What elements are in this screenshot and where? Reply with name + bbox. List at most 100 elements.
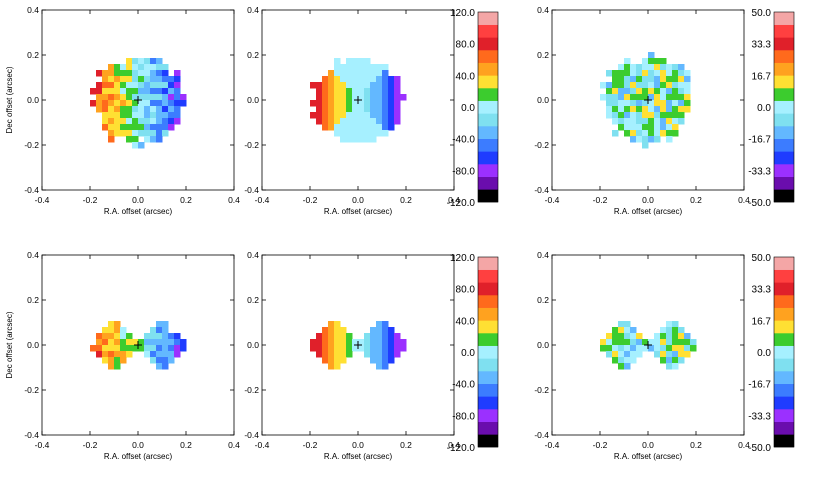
field-cell	[108, 70, 115, 77]
field-cell	[174, 345, 181, 352]
field-cell	[114, 333, 121, 340]
field-cell	[678, 351, 685, 358]
field-cell	[162, 363, 169, 370]
field-cell	[606, 345, 613, 352]
field-cell	[126, 112, 133, 119]
colorbar-tick-label: -50.0	[748, 443, 771, 454]
field-cell	[328, 76, 335, 83]
field-cell	[678, 82, 685, 89]
colorbar-tick-label: 50.0	[752, 8, 772, 19]
field-cell	[120, 94, 127, 101]
colorbar-swatch	[478, 307, 498, 321]
field-cell	[394, 94, 401, 101]
field-cell	[340, 64, 347, 71]
field-cell	[90, 100, 97, 107]
field-cell	[654, 345, 661, 352]
field-cell	[138, 345, 145, 352]
field-cell	[636, 351, 643, 358]
field-cell	[612, 357, 619, 364]
field-cell	[666, 118, 673, 125]
field-cell	[346, 136, 353, 143]
field-cell	[636, 130, 643, 137]
panel-1-1: -0.4 -0.2 0.0 0.2 0.4 -0.4 -0.2 0.0 0.2 0.4 R.A. o…	[5, 5, 240, 216]
field-cell	[624, 70, 631, 77]
field-cell	[660, 100, 667, 107]
field-cell	[606, 333, 613, 340]
field-cell	[370, 76, 377, 83]
field-cell	[624, 357, 631, 364]
field-cell	[642, 70, 649, 77]
field-cell	[672, 88, 679, 95]
field-cell	[340, 130, 347, 137]
field-cell	[156, 82, 163, 89]
field-cell	[358, 100, 365, 107]
field-cell	[352, 76, 359, 83]
field-cell	[624, 351, 631, 358]
field-cell	[666, 130, 673, 137]
x-axis-label: R.A. offset (arcsec)	[614, 452, 683, 461]
field-cell	[168, 94, 175, 101]
field-cell	[156, 327, 163, 334]
colorbar-tick-label: -120.0	[447, 198, 476, 209]
field-cell	[606, 112, 613, 119]
colorbar-swatch	[478, 176, 498, 190]
field-cell	[666, 339, 673, 346]
field-cell	[340, 118, 347, 125]
field-cell	[648, 88, 655, 95]
field-cell	[642, 94, 649, 101]
field-cell	[334, 339, 341, 346]
field-cell	[624, 100, 631, 107]
field-cell	[108, 82, 115, 89]
field-cell	[654, 106, 661, 113]
colorbar-swatch	[478, 409, 498, 422]
field-cell	[648, 106, 655, 113]
field-cell	[168, 82, 175, 89]
field-cell	[642, 64, 649, 71]
colorbar-tick-label: 0.0	[757, 103, 771, 114]
colorbar-swatch	[478, 333, 498, 346]
field-cell	[618, 82, 625, 89]
field-cell	[334, 88, 341, 95]
y-tick-label: 0.0	[247, 95, 259, 105]
field-cell	[352, 58, 359, 65]
field-cell	[376, 339, 383, 346]
field-cell	[352, 118, 359, 125]
field-cell	[132, 124, 139, 131]
field-cell	[370, 88, 377, 95]
colorbar-swatch	[774, 257, 794, 270]
field-cell	[642, 136, 649, 143]
field-cell	[690, 339, 697, 346]
colorbar-swatch	[478, 257, 498, 270]
field-cell	[364, 82, 371, 89]
field-cell	[630, 106, 637, 113]
field-cell	[606, 106, 613, 113]
field-cell	[120, 333, 127, 340]
field-cell	[358, 70, 365, 77]
field-cell	[102, 124, 109, 131]
field-cell	[376, 345, 383, 352]
field-cell	[156, 100, 163, 107]
x-tick-label: -0.4	[545, 195, 560, 205]
colorbar-swatch	[478, 269, 498, 283]
field-cell	[334, 333, 341, 340]
field-cell	[316, 100, 323, 107]
field-cell	[316, 106, 323, 113]
field-cell	[684, 333, 691, 340]
colorbar-swatch	[774, 100, 794, 114]
field-cell	[642, 100, 649, 107]
field-cell	[316, 112, 323, 119]
field-cell	[334, 106, 341, 113]
field-cell	[618, 112, 625, 119]
colorbar-tick-label: -50.0	[748, 198, 771, 209]
field-cell	[654, 76, 661, 83]
colorbar-tick-label: 0.0	[461, 348, 475, 359]
field-cell	[376, 363, 383, 370]
colorbar-tick-label: 120.0	[450, 8, 475, 19]
field-cell	[322, 118, 329, 125]
field-cell	[612, 70, 619, 77]
y-tick-label: -0.2	[534, 385, 549, 395]
field-cell	[672, 94, 679, 101]
field-cell	[132, 76, 139, 83]
field-cell	[352, 94, 359, 101]
